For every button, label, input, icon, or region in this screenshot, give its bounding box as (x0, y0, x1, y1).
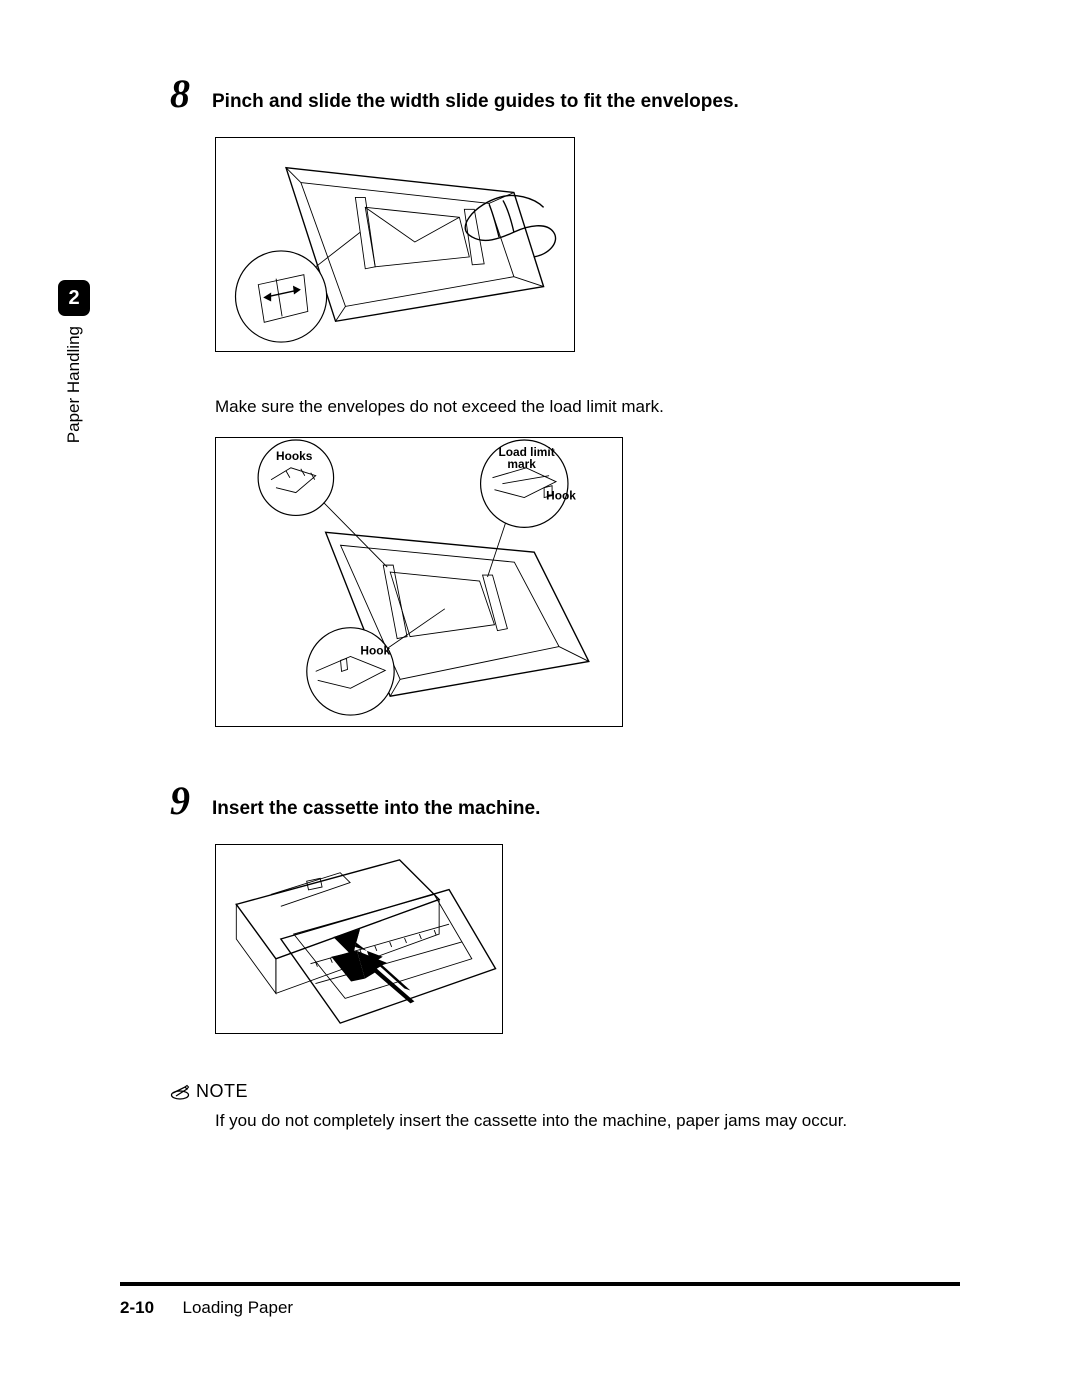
chapter-sidebar: 2 Paper Handling (56, 280, 92, 443)
callout-hook-bottom-label: Hook (360, 643, 390, 657)
step-8-number: 8 (170, 70, 212, 117)
page-number: 2-10 (120, 1298, 154, 1318)
footer-section: Loading Paper (182, 1298, 293, 1317)
callout-hooks-label: Hooks (276, 449, 313, 463)
figure-step8-hooks: Hooks Load limit mark Hook Hook (215, 437, 623, 727)
note-icon (170, 1084, 190, 1100)
callout-hook-right-label: Hook (546, 489, 576, 503)
page-footer: 2-10 Loading Paper (120, 1282, 960, 1318)
note-label-text: NOTE (196, 1081, 248, 1102)
note-heading: NOTE (170, 1081, 248, 1102)
figure-step8-pinch (215, 137, 575, 352)
note-block: NOTE (170, 1081, 920, 1105)
chapter-number-badge: 2 (58, 280, 90, 316)
note-text: If you do not completely insert the cass… (215, 1111, 920, 1131)
step-8-caption: Make sure the envelopes do not exceed th… (215, 397, 920, 417)
footer-rule (120, 1282, 960, 1286)
figure-step9-insert (215, 844, 503, 1034)
chapter-name: Paper Handling (64, 326, 84, 443)
step-8-heading: 8 Pinch and slide the width slide guides… (170, 70, 920, 117)
callout-mark-label: mark (507, 457, 536, 471)
step-8-text: Pinch and slide the width slide guides t… (212, 91, 739, 113)
step-9-text: Insert the cassette into the machine. (212, 798, 540, 820)
step-9-heading: 9 Insert the cassette into the machine. (170, 777, 920, 824)
step-9-number: 9 (170, 777, 212, 824)
